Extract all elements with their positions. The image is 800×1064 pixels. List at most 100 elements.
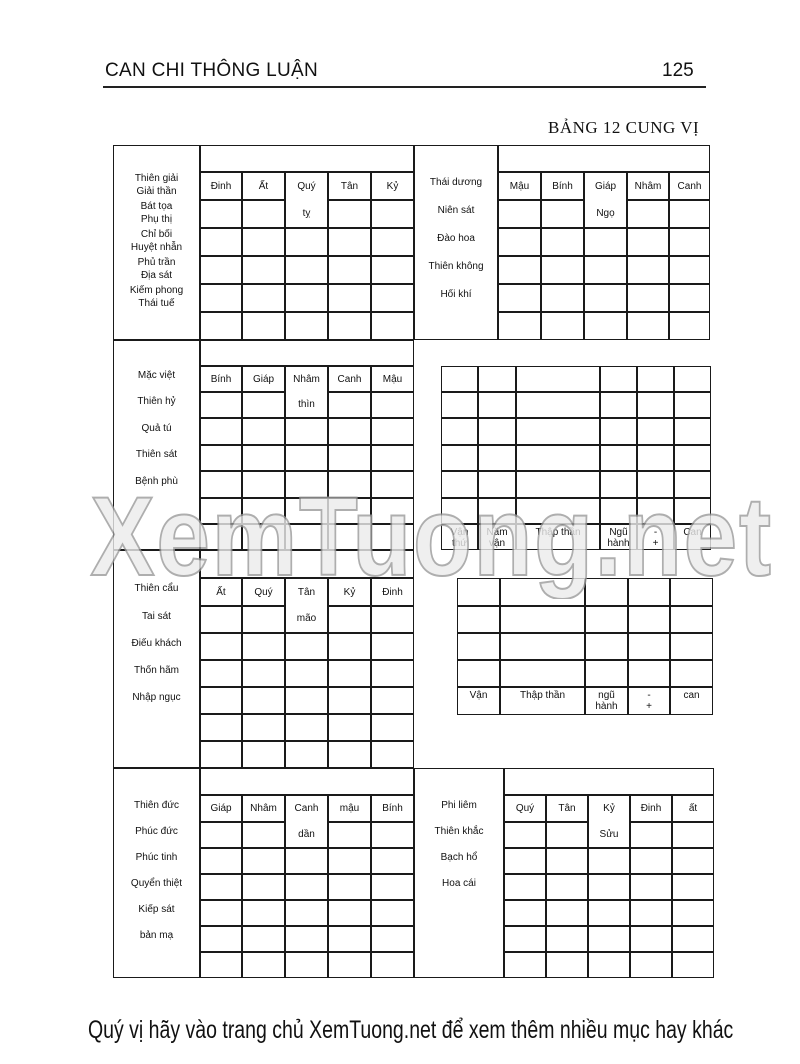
fortune-cell — [478, 498, 516, 524]
grid-cell — [371, 660, 414, 687]
grid-cell — [328, 606, 371, 633]
section-blank-row — [504, 768, 714, 795]
grid-cell — [242, 498, 285, 524]
stem-label: Quý — [297, 181, 316, 192]
grid-cell — [371, 741, 414, 768]
grid-cell — [504, 926, 546, 952]
grid-cell — [584, 312, 627, 340]
fortune-cell — [441, 366, 478, 392]
grid-cell — [630, 900, 672, 926]
grid-cell — [285, 952, 328, 978]
star-label: Thốn hãm — [133, 664, 180, 676]
stem-header-cell: Canh — [328, 366, 371, 392]
label-column — [113, 145, 200, 340]
stem-label: Nhâm — [293, 374, 320, 385]
fortune-cell — [600, 445, 637, 471]
fortune-cell — [457, 578, 500, 606]
fortune-cell — [478, 392, 516, 418]
grid-cell — [371, 418, 414, 445]
page-number: 125 — [662, 60, 694, 81]
grid-cell — [672, 952, 714, 978]
footer-note: Quý vị hãy vào trang chủ XemTuong.net để… — [88, 1016, 734, 1044]
star-label: Bạch hổ — [440, 852, 478, 863]
grid-cell — [371, 822, 414, 848]
stem-header-cell: Canh — [669, 172, 710, 200]
grid-cell — [328, 660, 371, 687]
grid-cell — [285, 687, 328, 714]
grid-cell — [242, 418, 285, 445]
grid-cell — [504, 822, 546, 848]
grid-cell — [285, 312, 328, 340]
star-label: Thiên không — [428, 261, 484, 272]
star-label: Chỉ bối — [140, 229, 173, 240]
grid-cell — [630, 952, 672, 978]
grid-cell — [328, 714, 371, 741]
stem-branch-cell: Nhâm thìn — [285, 366, 328, 418]
star-label: Phúc đức — [135, 826, 178, 837]
star-label: Thiên giải — [134, 173, 179, 184]
grid-cell — [242, 874, 285, 900]
grid-cell — [242, 445, 285, 471]
grid-cell — [328, 687, 371, 714]
stem-branch-cell: Canh dần — [285, 795, 328, 848]
grid-cell — [588, 926, 630, 952]
stem-header-cell: Đinh — [371, 578, 414, 606]
grid-cell — [242, 312, 285, 340]
grid-cell — [200, 256, 242, 284]
star-label: Điếu khách — [131, 637, 182, 649]
stem-header-cell: Mậu — [498, 172, 541, 200]
grid-cell — [371, 633, 414, 660]
stem-header-cell: Bính — [371, 795, 414, 822]
fortune-cell — [441, 498, 478, 524]
fortune-footer-cell: Can — [674, 524, 711, 550]
grid-cell — [242, 471, 285, 498]
grid-cell — [541, 200, 584, 228]
section-blank-row — [200, 340, 414, 366]
grid-cell — [242, 200, 285, 228]
star-label: Kiếm phong — [129, 285, 184, 296]
fortune-footer-cell: - + — [628, 687, 670, 715]
grid-cell — [498, 200, 541, 228]
grid-cell — [285, 633, 328, 660]
stem-label: Canh — [294, 803, 319, 815]
fortune-cell — [516, 445, 600, 471]
fortune-cell — [674, 445, 711, 471]
grid-cell — [371, 874, 414, 900]
grid-cell — [285, 926, 328, 952]
grid-cell — [328, 256, 371, 284]
grid-cell — [242, 952, 285, 978]
branch-label: dần — [298, 828, 315, 840]
stem-header-cell: Ất — [200, 578, 242, 606]
fortune-cell — [637, 498, 674, 524]
grid-cell — [242, 687, 285, 714]
stem-header-cell: Bính — [200, 366, 242, 392]
fortune-cell — [500, 633, 585, 660]
star-label: Mặc việt — [137, 370, 176, 381]
fortune-cell — [441, 471, 478, 498]
stem-header-cell: Kỷ — [371, 172, 414, 200]
fortune-cell — [600, 418, 637, 445]
grid-cell — [242, 228, 285, 256]
grid-cell — [584, 228, 627, 256]
fortune-footer-cell: can — [670, 687, 713, 715]
fortune-cell — [674, 498, 711, 524]
grid-cell — [588, 848, 630, 874]
star-label: Phụ thị — [140, 214, 173, 225]
fortune-cell — [478, 471, 516, 498]
fortune-cell — [516, 471, 600, 498]
grid-cell — [541, 284, 584, 312]
grid-cell — [328, 633, 371, 660]
grid-cell — [371, 952, 414, 978]
grid-cell — [200, 741, 242, 768]
grid-cell — [242, 714, 285, 741]
grid-cell — [504, 848, 546, 874]
grid-cell — [371, 498, 414, 524]
grid-cell — [627, 200, 669, 228]
fortune-cell — [628, 660, 670, 687]
star-label: Quyển thiệt — [130, 878, 183, 889]
grid-cell — [328, 822, 371, 848]
fortune-cell — [600, 471, 637, 498]
fortune-cell — [585, 633, 628, 660]
grid-cell — [328, 524, 371, 550]
grid-cell — [328, 228, 371, 256]
